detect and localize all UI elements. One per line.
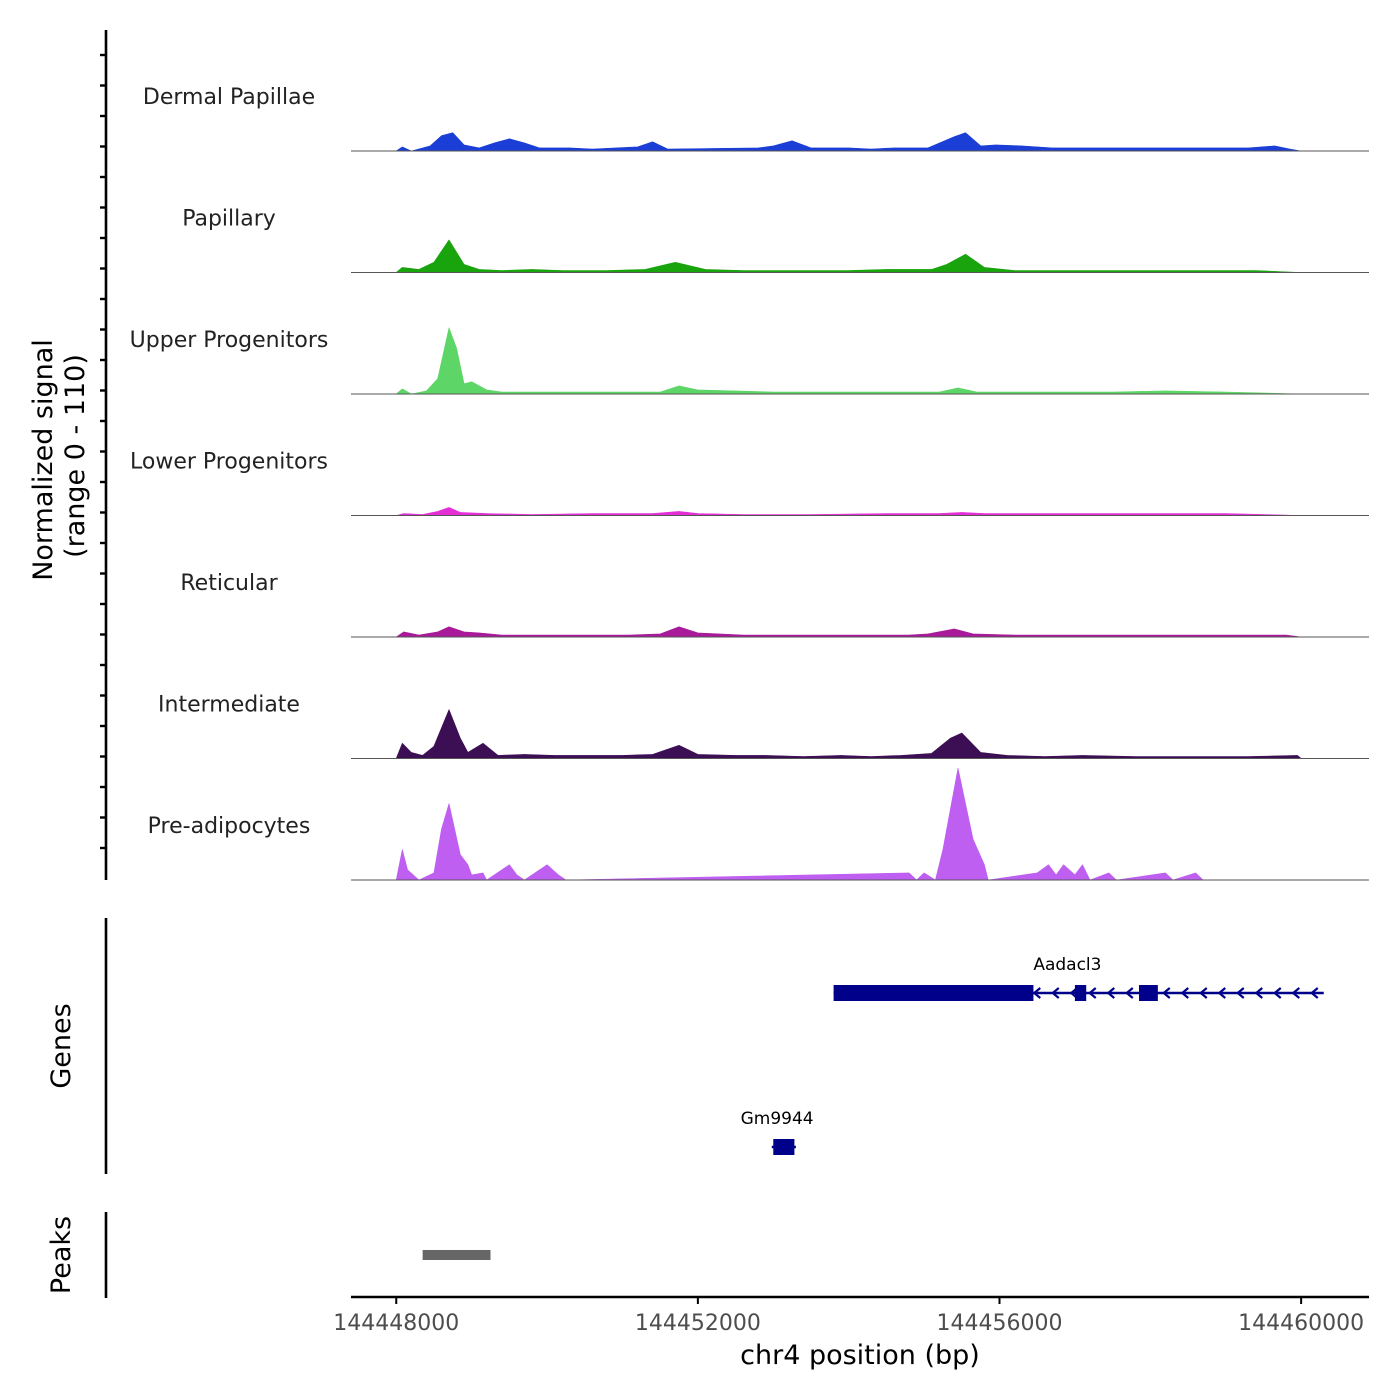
strand-arrow: [1106, 987, 1115, 999]
peaks-panel: [422, 1250, 491, 1260]
track-reticular: Reticular: [180, 571, 1369, 638]
coverage-area: [395, 239, 1302, 273]
strand-arrow: [1088, 987, 1097, 999]
gene-exon: [833, 985, 1034, 1001]
x-axis-label: chr4 position (bp): [740, 1340, 980, 1371]
strand-arrow: [1254, 987, 1263, 999]
track-label: Intermediate: [158, 693, 300, 718]
strand-arrow: [1032, 987, 1041, 999]
coverage-y-label-line2: (range 0 - 110): [60, 354, 91, 558]
strand-arrow: [1162, 987, 1171, 999]
gene-exon: [1074, 985, 1087, 1001]
track-lower-progenitors: Lower Progenitors: [130, 450, 1369, 516]
genes-y-label: Genes: [46, 1003, 77, 1088]
track-label: Dermal Papillae: [143, 85, 315, 110]
gene-exon: [1139, 985, 1158, 1001]
strand-arrow: [1125, 987, 1134, 999]
coverage-area: [395, 626, 1302, 638]
peaks-y-label: Peaks: [46, 1216, 77, 1294]
track-dermal-papillae: Dermal Papillae: [143, 85, 1369, 152]
track-label: Upper Progenitors: [130, 328, 329, 353]
strand-arrow: [1236, 987, 1245, 999]
gene-gm9944: Gm9944: [741, 1109, 814, 1155]
coverage-y-axis: [100, 30, 108, 880]
track-pre-adipocytes: Pre-adipocytes: [148, 767, 1369, 881]
track-papillary: Papillary: [182, 207, 1369, 273]
x-tick-label: 144456000: [937, 1311, 1063, 1336]
gene-label: Aadacl3: [1033, 955, 1101, 975]
gene-label: Gm9944: [741, 1109, 814, 1129]
coverage-area: [395, 767, 1302, 881]
x-tick-label: 144448000: [333, 1311, 459, 1336]
track-label: Papillary: [182, 207, 276, 232]
coverage-area: [395, 709, 1302, 759]
track-intermediate: Intermediate: [158, 693, 1369, 759]
strand-arrow: [1273, 987, 1282, 999]
coverage-y-label-line1: Normalized signal: [28, 339, 59, 581]
strand-arrow: [1180, 987, 1189, 999]
coverage-y-ticks: [100, 53, 106, 850]
coverage-tracks: Dermal Papillae Papillary Upper Progenitor…: [130, 85, 1369, 881]
strand-arrow: [1217, 987, 1226, 999]
coverage-area: [395, 507, 1302, 516]
peak-region: [422, 1250, 491, 1260]
track-label: Reticular: [180, 571, 278, 596]
x-tick-label: 144460000: [1238, 1311, 1364, 1336]
strand-arrow: [1051, 987, 1060, 999]
strand-arrow: [1310, 987, 1319, 999]
coverage-area: [395, 132, 1302, 152]
gene-exon: [773, 1139, 795, 1155]
x-tick-label: 144452000: [635, 1311, 761, 1336]
track-label: Pre-adipocytes: [148, 814, 311, 839]
track-upper-progenitors: Upper Progenitors: [130, 327, 1369, 395]
strand-arrow: [1199, 987, 1208, 999]
gene-aadacl3: Aadacl3: [833, 955, 1324, 1001]
track-label: Lower Progenitors: [130, 450, 328, 475]
x-axis: 144448000 144452000 144456000 144460000: [333, 1295, 1369, 1336]
genes-panel: Aadacl3 Gm9944: [741, 955, 1324, 1155]
strand-arrow: [1291, 987, 1300, 999]
coverage-area: [395, 327, 1302, 395]
x-axis-ticks: 144448000 144452000 144456000 144460000: [333, 1297, 1364, 1336]
